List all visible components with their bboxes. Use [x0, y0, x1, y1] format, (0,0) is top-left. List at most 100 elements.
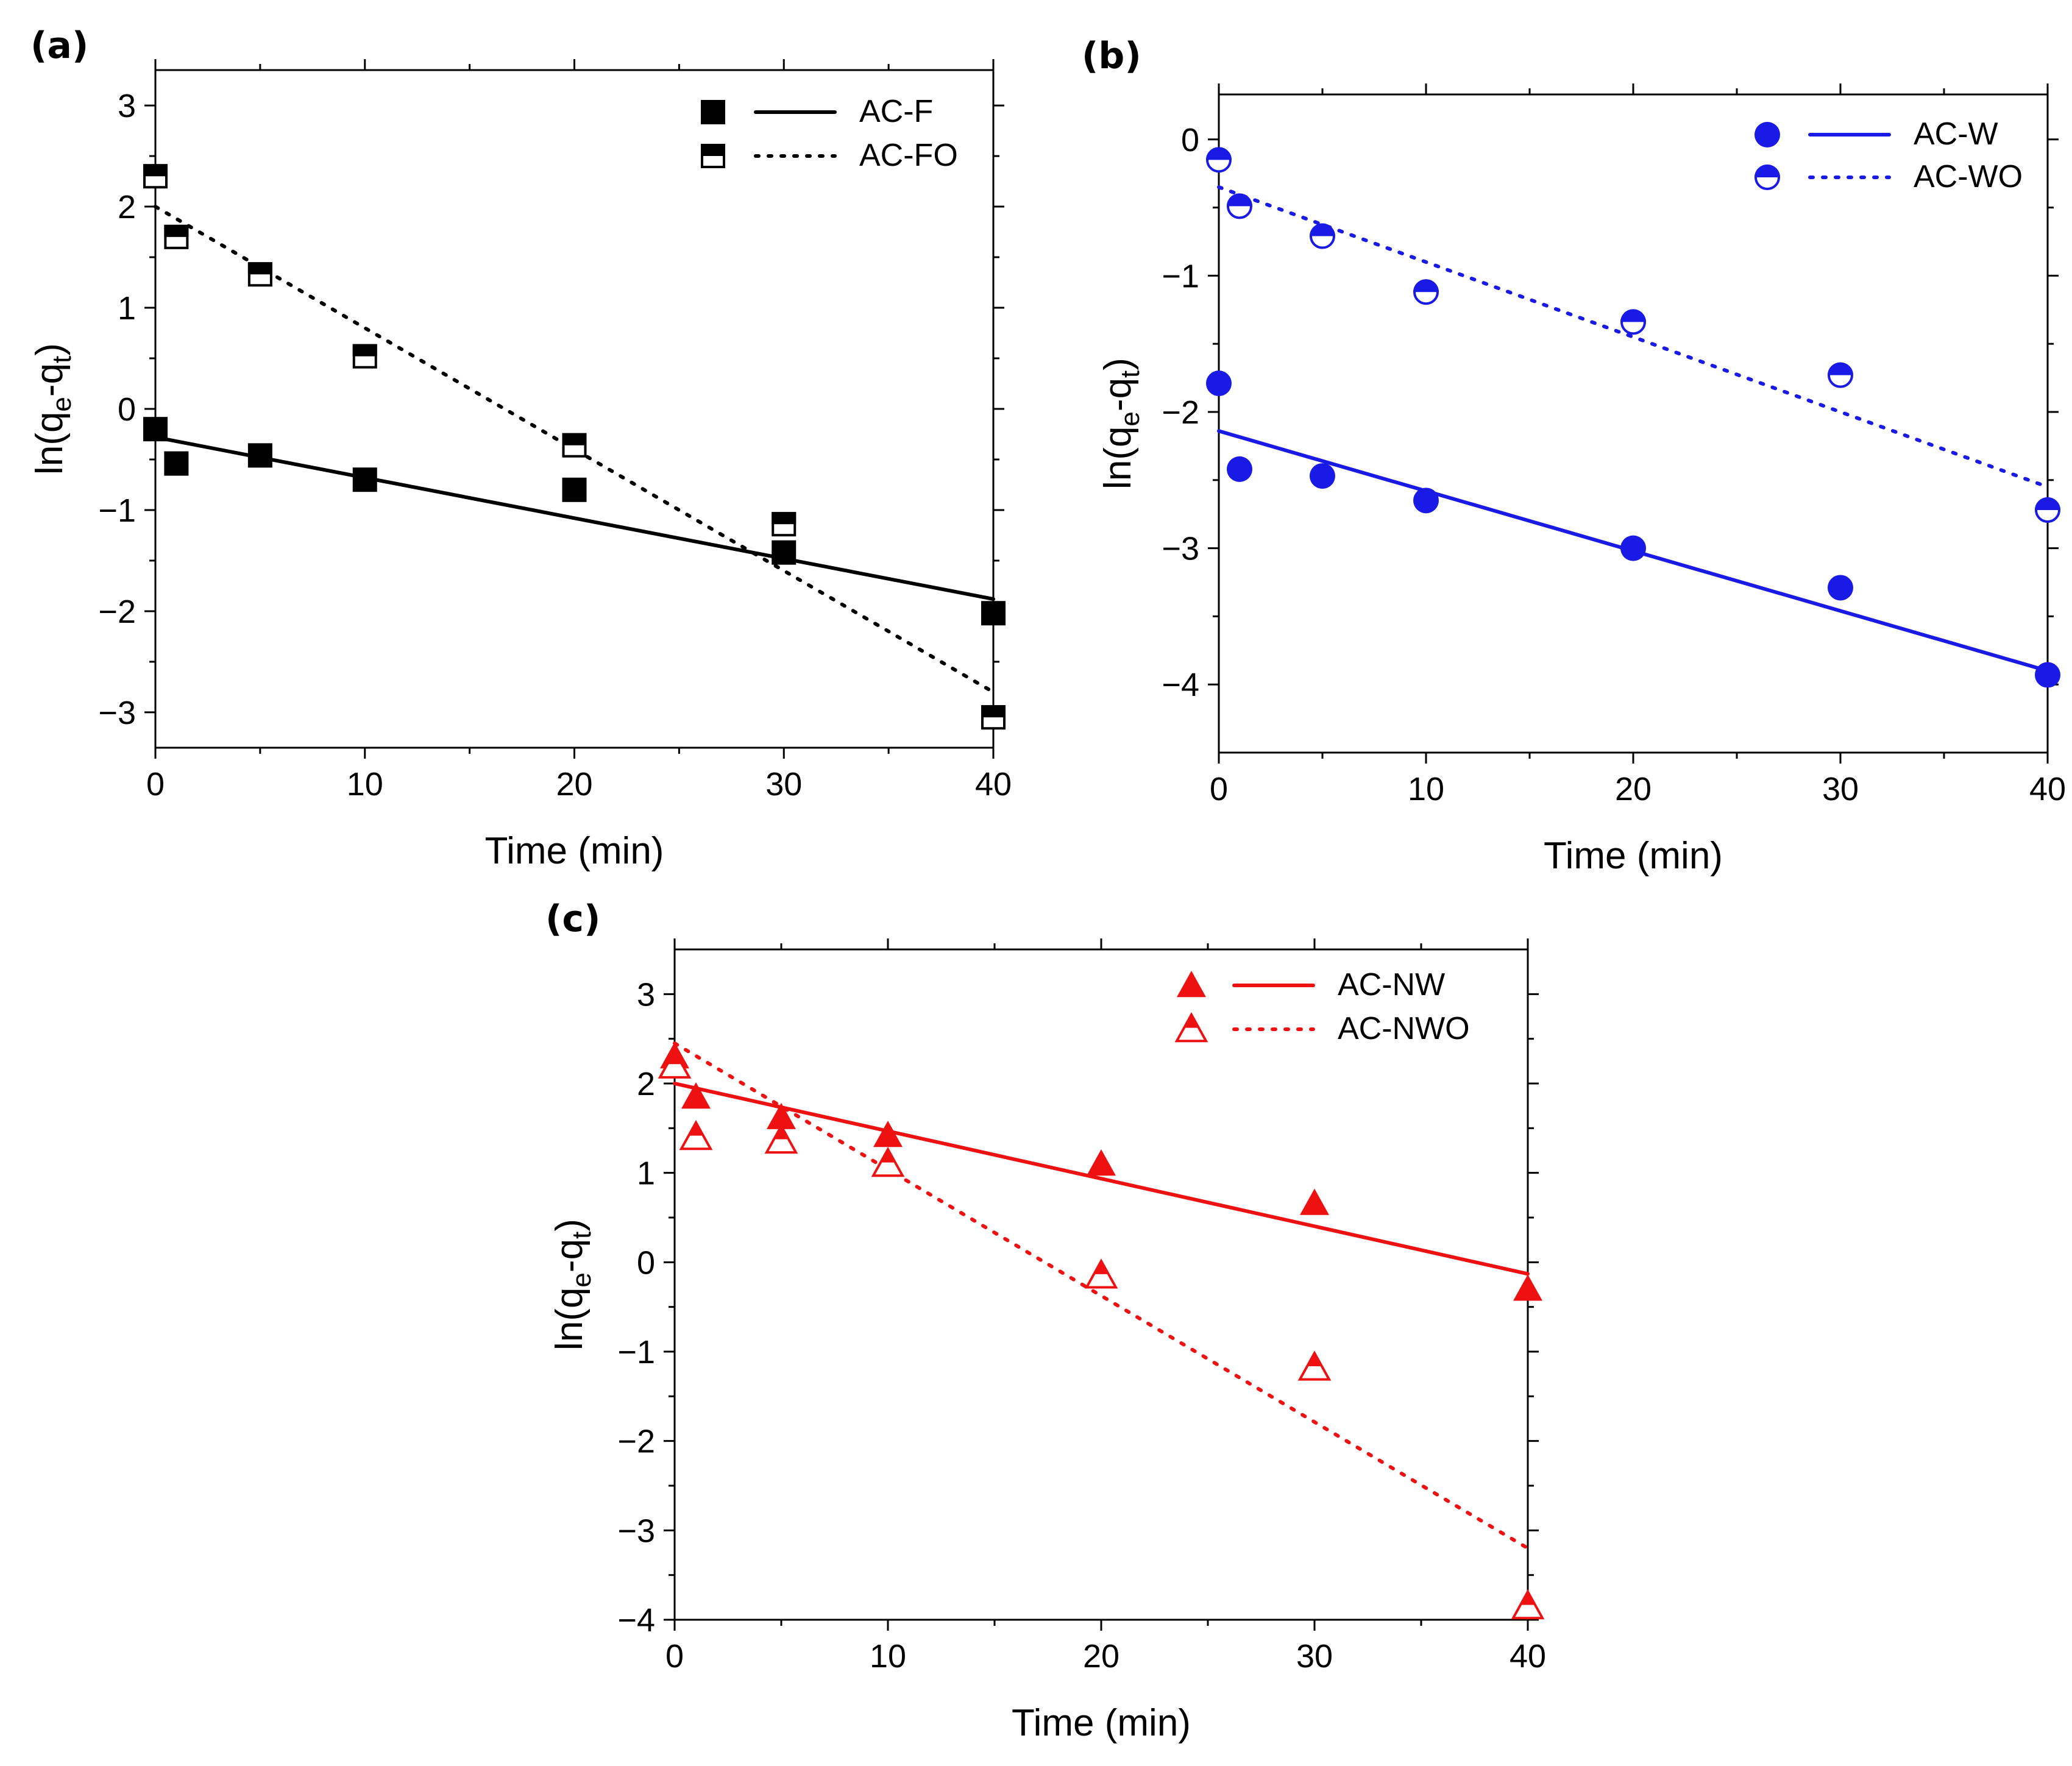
y-tick-label: 3 — [637, 976, 655, 1013]
data-point-AC-WO-half — [1310, 223, 1335, 236]
data-point-AC-NWO — [679, 1119, 713, 1151]
data-point-AC-W-shape — [1227, 456, 1252, 482]
data-point-AC-W — [1413, 488, 1439, 514]
data-point-AC-F — [164, 451, 189, 476]
y-tick-label: −3 — [1162, 531, 1199, 567]
data-point-AC-NW — [1087, 1149, 1116, 1176]
series-AC-W — [1206, 371, 2060, 688]
data-point-AC-F-shape — [164, 451, 189, 476]
x-tick-label: 30 — [765, 766, 802, 803]
legend-marker-AC-WO — [1754, 165, 1780, 190]
x-tick-label: 0 — [1210, 771, 1228, 807]
y-axis-title-subscript: t — [567, 1232, 597, 1239]
legend-marker-AC-FO — [701, 144, 725, 168]
fit-line-AC-F — [154, 435, 995, 601]
fit-line-AC-NW — [673, 1082, 1530, 1276]
y-axis-title-part: -q — [29, 363, 71, 397]
x-tick-label: 40 — [975, 766, 1012, 803]
data-point-AC-NWO-half — [774, 1126, 789, 1140]
series-AC-NW — [660, 1042, 1542, 1301]
y-axis-title-part: ln(q — [1097, 427, 1139, 489]
data-point-AC-WO-half — [2035, 497, 2060, 510]
data-point-AC-WO — [1227, 193, 1252, 219]
x-tick-label: 20 — [1083, 1638, 1119, 1675]
chart-panel-2: (b) 0 10 20 30 40 0 −1 −2 −3 −4 Time (min) ln(qe-qt)… — [1082, 35, 2066, 877]
y-tick-label: −1 — [98, 492, 136, 529]
y-tick-label: −2 — [98, 594, 136, 630]
legend-marker-AC-W — [1754, 122, 1780, 147]
x-tick-label: 30 — [1296, 1638, 1333, 1675]
x-tick-label: 40 — [1510, 1638, 1546, 1675]
data-point-AC-F-shape — [562, 477, 587, 502]
y-axis-title: ln(qe-qt) — [29, 343, 77, 475]
series-AC-NWO — [658, 1041, 1545, 1620]
x-tick-label: 0 — [146, 766, 165, 803]
x-tick-label: 10 — [1408, 771, 1444, 807]
data-point-AC-FO — [352, 344, 377, 369]
data-point-AC-NWO — [1297, 1350, 1332, 1381]
data-point-AC-WO-half — [1620, 309, 1646, 322]
y-axis-title-subscript: t — [47, 356, 77, 363]
data-point-AC-F — [247, 443, 272, 468]
data-point-AC-F — [772, 540, 797, 565]
data-point-AC-NWO-half — [1520, 1592, 1535, 1605]
data-point-AC-W — [1206, 371, 1232, 397]
x-tick-label: 30 — [1822, 771, 1859, 807]
data-point-AC-W-shape — [1310, 463, 1335, 489]
data-point-AC-W-shape — [1206, 371, 1232, 397]
data-point-AC-F-shape — [143, 417, 168, 442]
data-point-AC-F-shape — [247, 443, 272, 468]
y-tick-label: 0 — [118, 391, 136, 428]
legend-label-AC-NWO: AC-NWO — [1338, 1011, 1470, 1046]
data-point-AC-NW — [1513, 1274, 1542, 1301]
y-axis-title-part: ) — [29, 343, 71, 356]
data-point-AC-F — [562, 477, 587, 502]
data-point-AC-FO — [981, 705, 1006, 730]
legend-marker-AC-NWO-half — [1184, 1015, 1199, 1028]
x-tick-label: 10 — [870, 1638, 906, 1675]
legend-label-AC-F: AC-F — [859, 94, 933, 129]
data-point-AC-WO-half — [1828, 362, 1853, 375]
x-axis-title: Time (min) — [485, 830, 664, 872]
data-point-AC-FO-half — [143, 164, 168, 177]
data-point-AC-F — [352, 467, 377, 492]
y-tick-label: 1 — [637, 1155, 655, 1192]
data-point-AC-NWO — [871, 1146, 905, 1177]
x-tick-label: 0 — [665, 1638, 684, 1675]
y-axis-title: ln(qe-qt) — [1097, 358, 1145, 489]
data-point-AC-NW-shape — [873, 1121, 903, 1147]
legend-label-AC-W: AC-W — [1914, 116, 1998, 152]
data-point-AC-NW-shape — [1513, 1274, 1542, 1301]
data-point-AC-NWO-half — [881, 1149, 895, 1163]
data-point-AC-F-shape — [352, 467, 377, 492]
data-point-AC-NW — [681, 1082, 711, 1109]
data-point-AC-WO — [1413, 279, 1439, 305]
y-tick-label: 0 — [637, 1244, 655, 1281]
data-point-AC-NW-shape — [681, 1082, 711, 1109]
y-tick-label: 2 — [118, 189, 136, 225]
y-tick-label: −4 — [617, 1602, 655, 1639]
legend-marker-AC-FO-half — [701, 144, 725, 156]
data-point-AC-NWO-half — [1094, 1261, 1109, 1274]
legend-marker-AC-NWO — [1174, 1012, 1208, 1043]
data-point-AC-W — [1310, 463, 1335, 489]
x-tick-label: 40 — [2029, 771, 2066, 807]
data-point-AC-NW-shape — [1300, 1188, 1329, 1215]
data-point-AC-F — [981, 601, 1006, 626]
data-point-AC-NWO-half — [1307, 1353, 1322, 1366]
y-tick-label: −4 — [1162, 667, 1199, 703]
y-axis-title-part: -q — [548, 1239, 591, 1272]
data-point-AC-NWO-half — [667, 1051, 682, 1065]
y-axis-title-part: ln(q — [29, 412, 71, 475]
x-axis-title: Time (min) — [1544, 835, 1723, 877]
data-point-AC-FO-half — [562, 433, 587, 445]
data-point-AC-FO — [772, 512, 797, 537]
legend-marker-AC-F-shape — [701, 100, 725, 124]
fit-line-AC-NWO — [673, 1041, 1530, 1550]
data-point-AC-WO — [1620, 309, 1646, 335]
data-point-AC-WO-half — [1413, 279, 1439, 293]
data-point-AC-NW — [767, 1102, 796, 1129]
data-point-AC-NWO — [1084, 1258, 1118, 1289]
